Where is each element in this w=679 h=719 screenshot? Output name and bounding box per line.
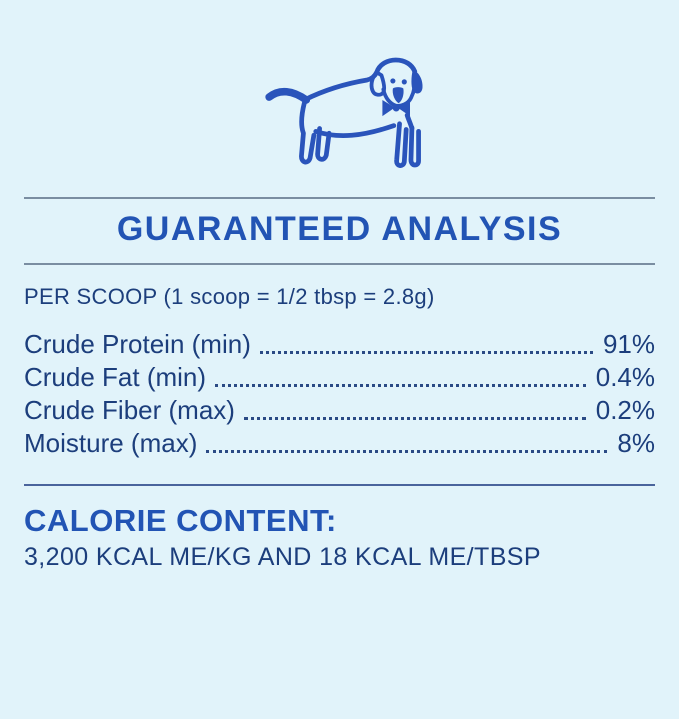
divider-below-title bbox=[24, 262, 655, 265]
dotted-leader bbox=[206, 449, 608, 453]
calorie-content-detail: 3,200 KCAL ME/KG AND 18 KCAL ME/TBSP bbox=[24, 543, 541, 572]
table-row: Crude Fat (min) 0.4% bbox=[24, 359, 655, 392]
nutrient-value: 0.4% bbox=[595, 362, 655, 393]
serving-note: PER SCOOP (1 scoop = 1/2 tbsp = 2.8g) bbox=[24, 283, 435, 309]
nutrient-value: 0.2% bbox=[595, 395, 655, 426]
dotted-leader bbox=[215, 383, 586, 387]
guaranteed-analysis-title: GUARANTEED ANALYSIS bbox=[116, 210, 563, 248]
table-row: Crude Fiber (max) 0.2% bbox=[24, 392, 655, 425]
nutrient-table: Crude Protein (min) 91% Crude Fat (min) … bbox=[24, 326, 655, 458]
table-row: Crude Protein (min) 91% bbox=[24, 326, 655, 359]
nutrient-label: Crude Fat (min) bbox=[24, 362, 207, 393]
dotted-leader bbox=[259, 350, 593, 354]
label-panel: GUARANTEED ANALYSIS PER SCOOP (1 scoop =… bbox=[0, 40, 679, 719]
table-row: Moisture (max) 8% bbox=[24, 425, 655, 458]
nutrient-value: 8% bbox=[617, 428, 655, 459]
nutrient-label: Moisture (max) bbox=[24, 428, 198, 459]
nutrient-label: Crude Fiber (max) bbox=[24, 395, 235, 426]
calorie-content-title: CALORIE CONTENT: bbox=[24, 502, 337, 538]
divider-top bbox=[24, 197, 655, 199]
divider-above-calories bbox=[24, 483, 655, 486]
nutrient-label: Crude Protein (min) bbox=[24, 329, 251, 360]
nutrient-value: 91% bbox=[602, 329, 655, 360]
dotted-leader bbox=[243, 416, 586, 420]
dog-with-bow-tie-icon bbox=[256, 40, 446, 178]
